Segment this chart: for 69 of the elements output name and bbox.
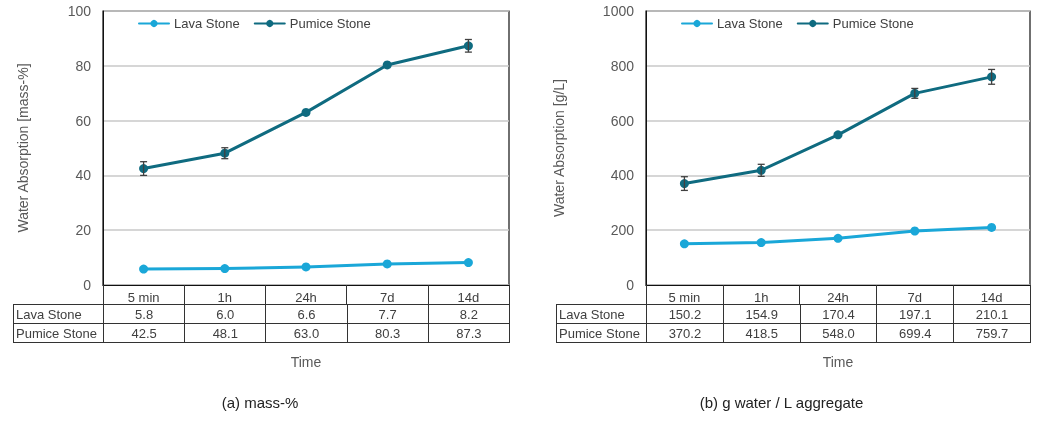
data-label: 42.5 — [103, 323, 185, 343]
point — [382, 259, 392, 269]
y-tick-label: 100 — [67, 3, 92, 19]
data-label: 7.7 — [347, 304, 429, 324]
x-tick-label: 24h — [827, 290, 849, 305]
data-label: 548.0 — [800, 323, 877, 343]
text: Pumice Stone — [559, 325, 640, 341]
legend-label: Lava Stone — [174, 16, 240, 31]
data-label: 6.0 — [184, 304, 266, 324]
y-tick-label: 0 — [626, 277, 635, 293]
point — [987, 222, 997, 232]
point — [833, 130, 843, 140]
x-tick-label: 24h — [295, 290, 317, 305]
y-tick-label: 400 — [610, 167, 635, 184]
text: (a) mass-% — [220, 394, 300, 411]
data-label: 699.4 — [876, 323, 954, 343]
x-axis-title: Time — [822, 354, 854, 370]
y-tick-label: 1000 — [602, 3, 635, 19]
y-tick-label: 60 — [75, 112, 92, 129]
y-tick-label: 600 — [610, 112, 635, 129]
text: Lava Stone — [16, 306, 82, 322]
data-label: 170.4 — [800, 304, 877, 324]
point — [139, 264, 149, 274]
x-tick-label: 1h — [217, 290, 233, 305]
y-axis-title: Water Absorption [g/L] — [551, 79, 567, 217]
point — [910, 226, 920, 236]
y-tick-label: 800 — [610, 57, 635, 74]
text: Pumice Stone — [16, 325, 97, 341]
y-axis-title: Water Absorption [mass-%] — [15, 63, 31, 233]
data-label: 6.6 — [265, 304, 348, 324]
data-label: 8.2 — [428, 304, 510, 324]
point — [679, 239, 689, 249]
point — [756, 238, 766, 248]
data-label: 418.5 — [723, 323, 801, 343]
x-tick-label: 7d — [907, 290, 923, 305]
data-label: 63.0 — [265, 323, 348, 343]
data-label: 150.2 — [646, 304, 724, 324]
text: Lava Stone — [559, 306, 625, 322]
legend-label: Lava Stone — [717, 16, 783, 31]
data-label: 87.3 — [428, 323, 510, 343]
data-label: 154.9 — [723, 304, 801, 324]
data-label: 759.7 — [953, 323, 1031, 343]
legend-label: Pumice Stone — [289, 16, 371, 31]
x-tick-label: 14d — [980, 290, 1003, 305]
data-label: 197.1 — [876, 304, 954, 324]
y-tick-label: 0 — [83, 277, 92, 293]
data-label: 210.1 — [953, 304, 1031, 324]
point — [301, 107, 311, 117]
point — [220, 264, 230, 274]
data-label: 80.3 — [347, 323, 429, 343]
x-axis-title: Time — [290, 354, 322, 370]
point — [301, 262, 311, 272]
x-tick-label: 1h — [753, 290, 769, 305]
y-tick-label: 80 — [75, 57, 92, 74]
legend-label: Pumice Stone — [832, 16, 914, 31]
x-tick-label: 14d — [457, 290, 480, 305]
y-tick-label: 200 — [610, 222, 635, 239]
x-tick-label: 5 min — [127, 290, 160, 305]
x-tick-label: 5 min — [668, 290, 701, 305]
x-tick-label: 7d — [379, 290, 395, 305]
text: (b) g water / L aggregate — [698, 394, 865, 411]
point — [463, 258, 473, 268]
y-tick-label: 20 — [75, 222, 92, 239]
point — [833, 233, 843, 243]
y-tick-label: 40 — [75, 167, 92, 184]
point — [382, 60, 392, 70]
data-label: 370.2 — [646, 323, 724, 343]
data-label: 5.8 — [103, 304, 185, 324]
data-label: 48.1 — [184, 323, 266, 343]
